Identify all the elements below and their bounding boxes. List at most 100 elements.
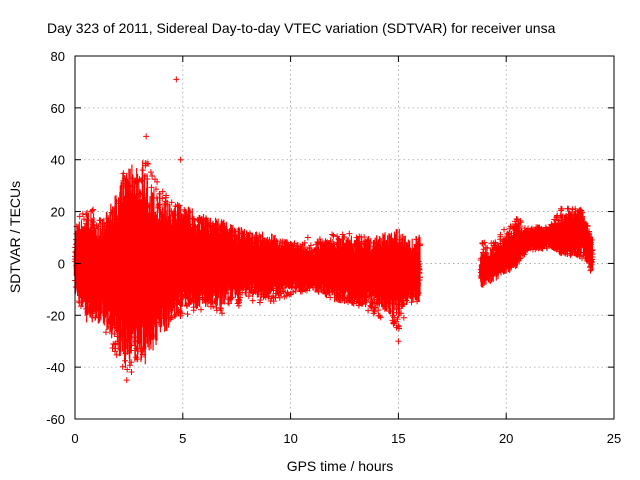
data-point: [249, 297, 256, 304]
data-point: [300, 244, 307, 251]
data-point: [416, 242, 423, 249]
data-points: [72, 76, 596, 384]
data-point: [128, 359, 135, 366]
data-point: [341, 234, 348, 241]
data-point: [76, 213, 83, 220]
data-point: [144, 175, 151, 182]
data-point: [178, 310, 185, 317]
y-tick-label: 0: [58, 256, 65, 271]
data-point: [484, 245, 491, 252]
data-point: [481, 239, 488, 246]
data-point: [236, 294, 243, 301]
y-tick-label: -60: [46, 412, 65, 427]
data-point: [521, 251, 528, 258]
data-point: [184, 311, 191, 318]
data-point: [143, 133, 150, 140]
data-point: [102, 329, 109, 336]
data-point: [544, 245, 551, 252]
data-point: [403, 297, 410, 304]
data-point: [584, 223, 591, 230]
data-point: [236, 297, 243, 304]
data-point: [270, 298, 277, 305]
data-point: [173, 76, 180, 83]
x-axis-label: GPS time / hours: [287, 458, 394, 474]
data-point: [77, 303, 84, 310]
data-point: [391, 314, 398, 321]
data-point: [156, 190, 163, 197]
data-point: [198, 306, 205, 313]
data-point: [548, 221, 555, 228]
data-point: [126, 362, 133, 369]
data-point: [208, 299, 215, 306]
data-point: [335, 235, 342, 242]
data-point: [514, 216, 521, 223]
data-point: [361, 234, 368, 241]
data-point: [214, 228, 221, 235]
data-point: [92, 314, 99, 321]
data-point: [565, 205, 572, 212]
data-point: [395, 338, 402, 345]
y-tick-label: -20: [46, 308, 65, 323]
y-tick-label: 40: [51, 153, 65, 168]
data-point: [112, 348, 119, 355]
data-point: [190, 307, 197, 314]
data-point: [284, 239, 291, 246]
data-point: [330, 232, 337, 239]
data-point: [159, 195, 166, 202]
data-point: [501, 226, 508, 233]
data-point: [558, 206, 565, 213]
y-tick-label: 20: [51, 205, 65, 220]
data-point: [79, 210, 86, 217]
data-point: [365, 307, 372, 314]
data-point: [569, 206, 576, 213]
data-point: [362, 297, 369, 304]
axis-ticks: 0 5 10 15 20 25 -60 -40 -20 0 20 40 60 80: [46, 49, 621, 446]
data-point: [89, 207, 96, 214]
y-tick-label: -40: [46, 360, 65, 375]
x-tick-label: 0: [71, 431, 78, 446]
data-point: [294, 243, 301, 250]
data-point: [398, 310, 405, 317]
data-point: [346, 230, 353, 237]
data-point: [372, 304, 379, 311]
y-axis-label: SDTVAR / TECUs: [7, 181, 23, 293]
data-point: [375, 307, 382, 314]
data-point: [167, 314, 174, 321]
data-point: [218, 305, 225, 312]
data-point: [273, 238, 280, 245]
data-point: [111, 330, 118, 337]
data-point: [239, 289, 246, 296]
chart-title: Day 323 of 2011, Sidereal Day-to-day VTE…: [47, 20, 556, 36]
x-tick-label: 10: [283, 431, 297, 446]
data-point: [109, 344, 116, 351]
data-point: [315, 287, 322, 294]
data-point: [177, 156, 184, 163]
data-point: [400, 314, 407, 321]
data-point: [376, 313, 383, 320]
data-point: [159, 188, 166, 195]
data-point: [162, 194, 169, 201]
data-point: [154, 178, 161, 185]
data-point: [396, 325, 403, 332]
data-point: [358, 301, 365, 308]
data-point: [517, 219, 524, 226]
data-point: [315, 288, 322, 295]
y-tick-label: 60: [51, 101, 65, 116]
data-point: [276, 294, 283, 301]
data-point: [90, 206, 97, 213]
data-point: [307, 242, 314, 249]
data-point: [492, 239, 499, 246]
data-point: [214, 221, 221, 228]
data-point: [245, 293, 252, 300]
data-point: [290, 288, 297, 295]
x-tick-label: 15: [391, 431, 405, 446]
data-point: [304, 234, 311, 241]
data-point: [168, 314, 175, 321]
data-point: [172, 312, 179, 319]
data-point: [119, 363, 126, 370]
data-point: [587, 267, 594, 274]
data-point: [145, 160, 152, 167]
data-point: [124, 366, 131, 373]
x-tick-label: 5: [179, 431, 186, 446]
